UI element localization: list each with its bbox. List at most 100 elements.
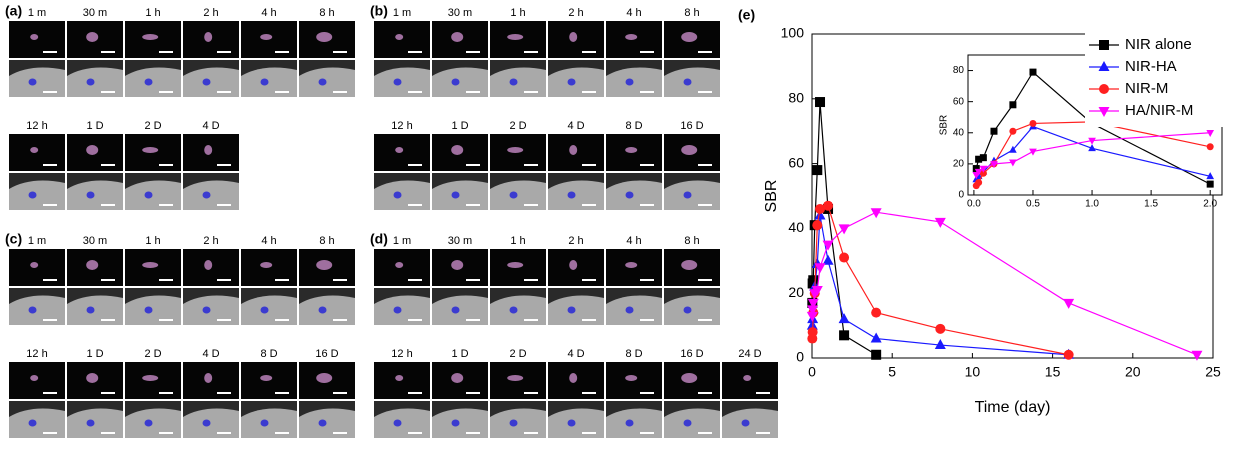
marker xyxy=(1029,120,1036,127)
x-tick-label: 10 xyxy=(965,364,981,380)
tumor-signal xyxy=(29,307,37,314)
tumor-signal xyxy=(684,420,692,427)
marker xyxy=(871,350,881,360)
signal xyxy=(30,262,38,268)
time-label: 1 D xyxy=(86,348,103,360)
x-tick-label: 5 xyxy=(888,364,896,380)
time-label: 8 D xyxy=(260,348,277,360)
time-label: 8 h xyxy=(684,7,699,19)
time-label: 12 h xyxy=(391,120,412,132)
x-tick-label: 15 xyxy=(1045,364,1061,380)
signal xyxy=(142,34,158,40)
time-label: 4 D xyxy=(567,120,584,132)
legend-label: NIR alone xyxy=(1125,36,1192,53)
tumor-signal xyxy=(684,192,692,199)
time-label: 4 D xyxy=(567,348,584,360)
y-tick-label: 60 xyxy=(788,154,804,170)
tumor-signal xyxy=(87,307,95,314)
signal xyxy=(204,373,212,383)
signal xyxy=(395,147,403,153)
time-label: 1 m xyxy=(393,7,411,19)
tumor-signal xyxy=(684,79,692,86)
time-label: 24 D xyxy=(738,348,761,360)
panel-label: (c) xyxy=(5,231,22,247)
tumor-signal xyxy=(394,192,402,199)
tumor-signal xyxy=(145,192,153,199)
tumor-signal xyxy=(319,307,327,314)
tumor-signal xyxy=(87,420,95,427)
marker xyxy=(1207,181,1214,188)
time-label: 16 D xyxy=(680,348,703,360)
signal xyxy=(681,260,697,270)
signal xyxy=(30,147,38,153)
tumor-signal xyxy=(626,192,634,199)
tumor-signal xyxy=(394,79,402,86)
time-label: 1 D xyxy=(86,120,103,132)
legend-marker xyxy=(1099,84,1109,94)
time-label: 30 m xyxy=(448,7,472,19)
time-label: 30 m xyxy=(448,235,472,247)
tumor-signal xyxy=(684,307,692,314)
time-label: 16 D xyxy=(315,348,338,360)
tumor-signal xyxy=(452,192,460,199)
tumor-signal xyxy=(510,307,518,314)
tumor-signal xyxy=(510,79,518,86)
time-label: 4 D xyxy=(202,348,219,360)
tumor-signal xyxy=(261,420,269,427)
x-tick-label: 0.5 xyxy=(1026,199,1040,210)
signal xyxy=(316,373,332,383)
time-label: 2 h xyxy=(568,7,583,19)
time-label: 16 D xyxy=(680,120,703,132)
tumor-signal xyxy=(626,420,634,427)
tumor-signal xyxy=(626,307,634,314)
time-label: 30 m xyxy=(83,235,107,247)
legend-label: HA/NIR-M xyxy=(1125,102,1193,119)
marker xyxy=(1009,101,1016,108)
signal xyxy=(395,34,403,40)
y-tick-label: 80 xyxy=(953,65,965,76)
time-label: 1 m xyxy=(28,235,46,247)
y-axis-label: SBR xyxy=(763,180,780,213)
x-tick-label: 20 xyxy=(1125,364,1141,380)
tumor-signal xyxy=(29,420,37,427)
signal xyxy=(86,145,98,155)
time-label: 4 D xyxy=(202,120,219,132)
signal xyxy=(260,262,272,268)
signal xyxy=(86,260,98,270)
figure: (a)1 m30 m1 h2 h4 h8 h12 h1 D2 D4 D(b)1 … xyxy=(0,0,1237,450)
time-label: 1 m xyxy=(28,7,46,19)
time-label: 1 m xyxy=(393,235,411,247)
tumor-signal xyxy=(29,79,37,86)
marker xyxy=(871,308,881,318)
tumor-signal xyxy=(203,192,211,199)
marker xyxy=(812,165,822,175)
tumor-signal xyxy=(261,79,269,86)
time-label: 4 h xyxy=(261,7,276,19)
marker xyxy=(839,253,849,263)
marker xyxy=(975,179,982,186)
tumor-signal xyxy=(29,192,37,199)
legend-marker xyxy=(1099,40,1109,50)
signal xyxy=(507,147,523,153)
signal xyxy=(569,32,577,42)
marker xyxy=(839,330,849,340)
tumor-signal xyxy=(452,79,460,86)
time-label: 2 D xyxy=(144,348,161,360)
y-tick-label: 80 xyxy=(788,90,804,106)
time-label: 1 h xyxy=(510,235,525,247)
tumor-signal xyxy=(568,307,576,314)
time-label: 8 h xyxy=(319,7,334,19)
x-tick-label: 25 xyxy=(1205,364,1221,380)
tumor-signal xyxy=(203,307,211,314)
signal xyxy=(30,34,38,40)
x-tick-label: 2.0 xyxy=(1203,199,1217,210)
tumor-signal xyxy=(510,192,518,199)
marker xyxy=(1009,128,1016,135)
signal xyxy=(569,145,577,155)
signal xyxy=(569,373,577,383)
signal xyxy=(625,375,637,381)
signal xyxy=(204,32,212,42)
tumor-signal xyxy=(145,420,153,427)
y-tick-label: 0 xyxy=(958,190,964,201)
y-tick-label: 20 xyxy=(788,284,804,300)
